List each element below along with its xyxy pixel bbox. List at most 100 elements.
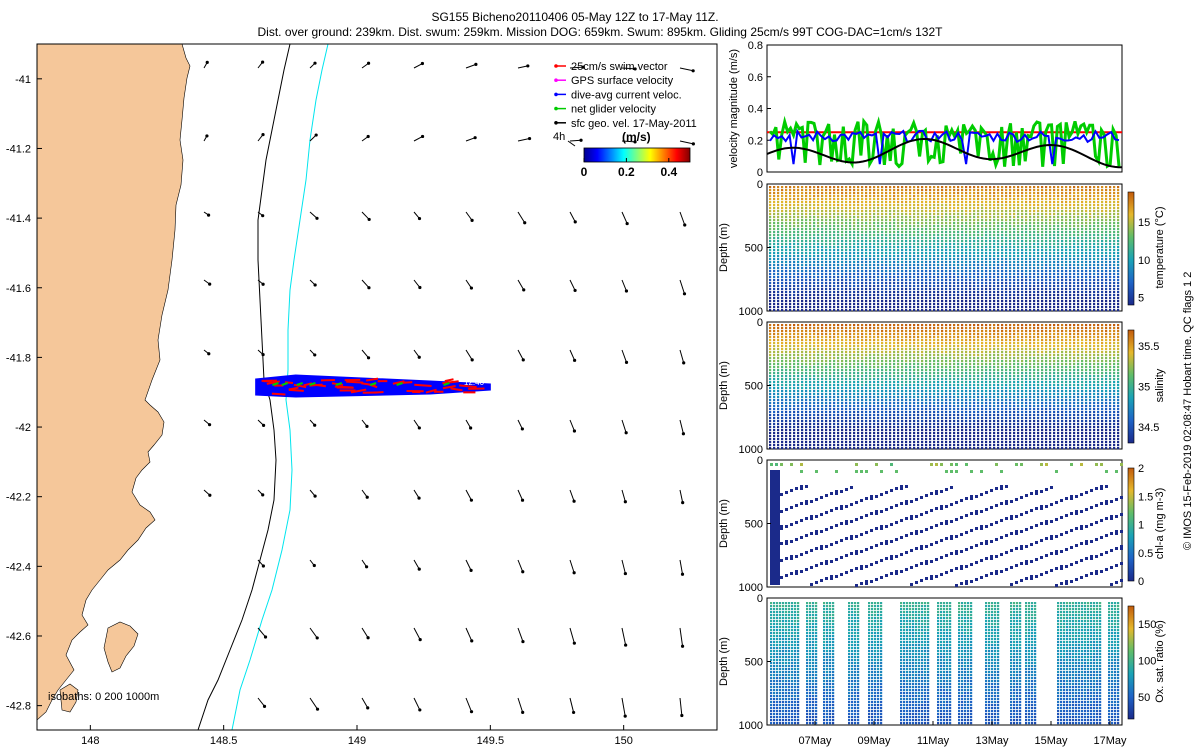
section-sample [769,294,772,297]
section-sample [1113,297,1116,300]
section-sample [905,201,908,204]
section-sample [837,261,840,264]
section-sample [825,405,828,408]
section-sample [857,282,860,285]
section-sample [1069,285,1072,288]
section-sample [785,411,788,414]
section-sample [965,261,968,264]
section-sample [1001,195,1004,198]
section-sample [993,306,996,309]
section-sample [777,282,780,285]
section-sample [1105,288,1108,291]
section-sample [829,279,832,282]
section-sample [997,213,1000,216]
section-sample [1113,303,1116,306]
section-sample [845,357,848,360]
section-sample [853,351,856,354]
section-sample [849,291,852,294]
section-sample [901,270,904,273]
colorbar-label: temperature (°C) [1154,206,1166,288]
section-sample [945,303,948,306]
section-sample [973,309,976,312]
section-sample [933,210,936,213]
section-sample [817,264,820,267]
section-sample [777,447,780,450]
section-sample [937,189,940,192]
velocity-vector [465,63,477,69]
section-sample [905,222,908,225]
section-sample [917,195,920,198]
section-sample [769,429,772,432]
section-sample [949,279,952,282]
section-sample [1105,186,1108,189]
section-sample [933,270,936,273]
section-sample [777,261,780,264]
section-sample [993,291,996,294]
section-sample [797,405,800,408]
section-sample [817,357,820,360]
section-sample [1077,198,1080,201]
section-sample [1065,231,1068,234]
section-sample [821,327,824,330]
section-sample [857,327,860,330]
section-sample [1065,294,1068,297]
section-sample [833,333,836,336]
section-sample [869,216,872,219]
velocity-vector-head [315,707,320,711]
section-sample [885,243,888,246]
section-sample [921,216,924,219]
velocity-vector-head [571,710,576,715]
section-sample [909,231,912,234]
section-sample [789,420,792,423]
section-sample [981,261,984,264]
section-sample [877,207,880,210]
section-sample [1085,303,1088,306]
section-sample [833,351,836,354]
section-sample [817,369,820,372]
section-sample [781,198,784,201]
velocity-vector-head [681,432,686,436]
section-sample [901,234,904,237]
section-sample [841,405,844,408]
section-sample [805,357,808,360]
section-sample [801,351,804,354]
section-sample [1045,258,1048,261]
section-sample [881,282,884,285]
section-sample [925,279,928,282]
section-sample [777,348,780,351]
section-sample [1117,219,1120,222]
section-sample [1049,297,1052,300]
section-sample [865,273,868,276]
section-sample [1021,204,1024,207]
section-sample [857,210,860,213]
section-sample [809,237,812,240]
section-sample [797,300,800,303]
section-sample [1093,240,1096,243]
section-sample [885,231,888,234]
section-sample [773,393,776,396]
section-sample [857,357,860,360]
section-sample [1101,222,1104,225]
section-sample [849,366,852,369]
land-mass [37,44,191,721]
section-sample [997,276,1000,279]
section-sample [805,324,808,327]
section-sample [989,243,992,246]
velocity-vector-head [469,426,473,430]
section-sample [1041,246,1044,249]
section-sample [889,309,892,312]
section-sample [1109,279,1112,282]
section-sample [921,303,924,306]
section-sample [841,255,844,258]
section-sample [849,339,852,342]
section-sample [769,195,772,198]
section-sample [913,234,916,237]
section-sample [973,294,976,297]
section-sample [1001,300,1004,303]
section-sample [845,249,848,252]
section-sample [1113,264,1116,267]
section-sample [845,414,848,417]
section-sample [925,273,928,276]
section-sample [1113,267,1116,270]
section-sample [789,249,792,252]
